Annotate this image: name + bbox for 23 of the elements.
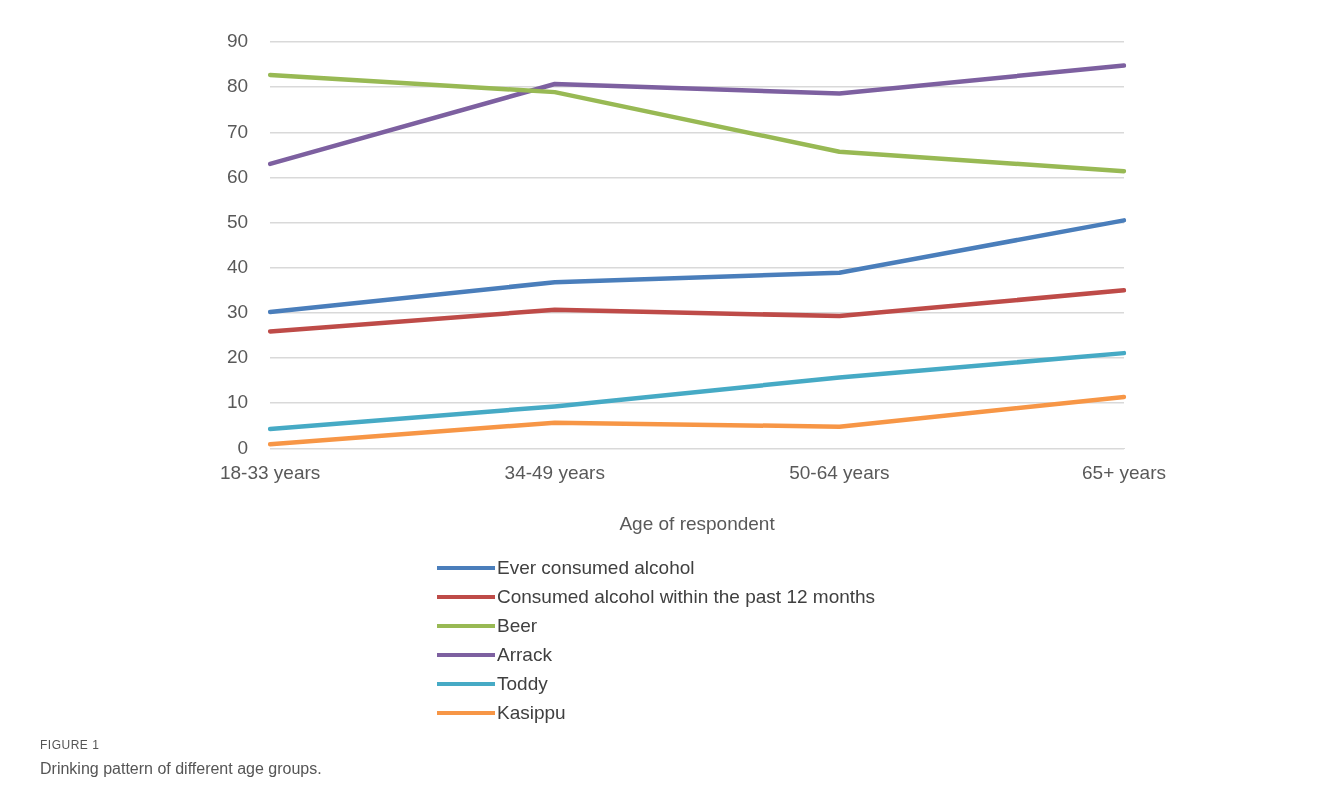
x-axis-title: Age of respondent	[619, 512, 776, 534]
legend-label: Arrack	[497, 643, 552, 666]
caption: FIGURE 1	[40, 738, 101, 752]
y-tick-label: 40	[226, 256, 249, 278]
y-tick-label: 0	[237, 436, 249, 458]
x-tick-label: 18-33 years	[219, 462, 321, 484]
y-tick-label: 90	[226, 30, 249, 52]
legend-label: Kasippu	[497, 701, 566, 724]
legend-label: Toddy	[497, 672, 548, 695]
y-tick-label: 30	[226, 301, 249, 323]
legend-label: Ever consumed alcohol	[497, 556, 695, 579]
x-tick-label: 34-49 years	[504, 462, 605, 484]
y-tick-label: 70	[226, 120, 249, 142]
y-tick-label: 10	[226, 391, 249, 413]
y-tick-label: 20	[226, 346, 249, 368]
legend-label: Consumed alcohol within the past 12 months	[497, 585, 876, 608]
y-tick-label: 80	[226, 75, 249, 97]
legend-label: Beer	[497, 614, 538, 637]
text: Drinking pattern of different age groups.	[40, 760, 322, 778]
x-tick-label: 50-64 years	[789, 462, 890, 484]
y-tick-label: 60	[226, 165, 249, 187]
y-tick-label: 50	[226, 210, 249, 232]
x-tick-label: 65+ years	[1082, 462, 1166, 484]
